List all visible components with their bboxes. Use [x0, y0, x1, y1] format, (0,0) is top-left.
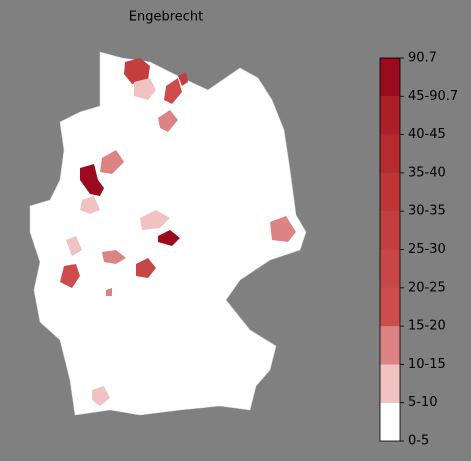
region [100, 150, 124, 174]
colorbar-tick-label: 90.7 [408, 51, 437, 66]
region [124, 58, 150, 84]
colorbar-segment [380, 58, 400, 97]
colorbar-segment [380, 287, 400, 327]
region [270, 216, 296, 242]
region [158, 110, 178, 132]
colorbar-tick-label: 35-40 [408, 165, 446, 180]
colorbar-tick-label: 25-30 [408, 242, 446, 257]
region [80, 196, 100, 214]
region [66, 236, 82, 256]
colorbar-tick-label: 40-45 [408, 127, 446, 142]
region [178, 72, 188, 86]
colorbar-segment [380, 249, 400, 288]
germany-map [29, 51, 307, 416]
region [102, 250, 126, 264]
colorbar-segment [380, 402, 400, 441]
colorbar-segment [380, 96, 400, 135]
colorbar-segment [380, 326, 400, 365]
region [164, 78, 182, 104]
region [106, 288, 112, 296]
colorbar-tick-label: 45-90.7 [408, 89, 458, 104]
colorbar-tick-label: 10-15 [408, 357, 446, 372]
region [60, 264, 80, 288]
region [80, 164, 104, 196]
colorbar-tick-label: 30-35 [408, 204, 446, 219]
region [136, 258, 156, 278]
map-title: Engebrecht [129, 10, 204, 25]
colorbar-segment [380, 134, 400, 173]
colorbar-segment [380, 211, 400, 250]
colorbar-tick-label: 0-5 [408, 434, 429, 449]
colorbar-segment [380, 364, 400, 403]
colorbar-tick-label: 20-25 [408, 280, 446, 295]
region [134, 78, 156, 100]
colorbar-tick-label: 5-10 [408, 395, 438, 410]
region [140, 210, 170, 230]
colorbar-tick-label: 15-20 [408, 319, 446, 334]
region [92, 386, 110, 406]
colorbar: 0-5 5-10 10-15 15-20 20-25 25-30 30-35 35-40 40-… [379, 51, 458, 449]
colorbar-segment [380, 172, 400, 212]
region [158, 230, 180, 246]
